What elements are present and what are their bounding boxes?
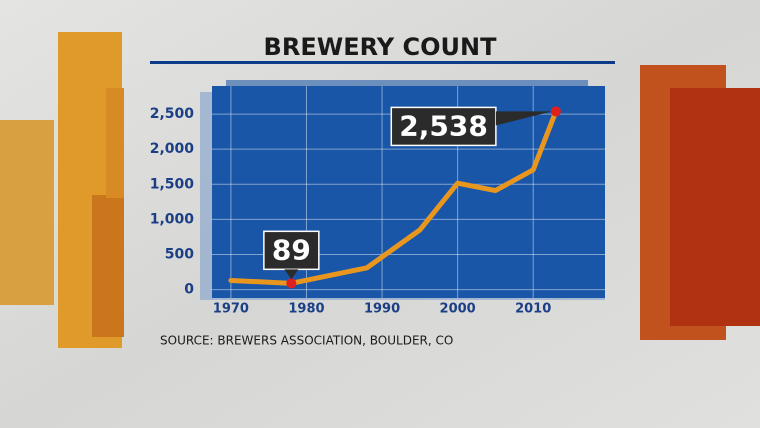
- value-label: 89: [272, 233, 311, 266]
- value-label: 2,538: [399, 109, 488, 142]
- x-tick-label: 1980: [288, 302, 324, 317]
- y-tick-label: 1,000: [150, 211, 195, 227]
- data-point: [286, 278, 297, 289]
- source: SOURCE: BREWERS ASSOCIATION, BOULDER, CO: [160, 334, 453, 348]
- callout-pointer: [284, 269, 299, 280]
- callout-box: [263, 230, 320, 271]
- decoration: [0, 32, 760, 348]
- data-line: [228, 108, 559, 286]
- callout-box: [390, 106, 497, 147]
- y-tick-label: 0: [184, 282, 194, 298]
- y-tick-label: 2,000: [150, 141, 195, 157]
- callout: 2,538: [390, 106, 552, 147]
- x-tick-label: 2000: [440, 302, 476, 317]
- data-point: [550, 106, 561, 117]
- chart-title: BREWERY COUNT: [264, 33, 498, 61]
- title-rule: [150, 61, 615, 64]
- x-tick-label: 1970: [213, 302, 249, 317]
- callout: 89: [263, 230, 320, 280]
- callout-pointer: [495, 111, 552, 126]
- y-tick-label: 500: [165, 246, 194, 262]
- x-tick-label: 2010: [515, 302, 551, 317]
- x-tick-label: 1990: [364, 302, 400, 317]
- y-tick-label: 1,500: [150, 176, 195, 192]
- y-tick-label: 2,500: [150, 106, 195, 122]
